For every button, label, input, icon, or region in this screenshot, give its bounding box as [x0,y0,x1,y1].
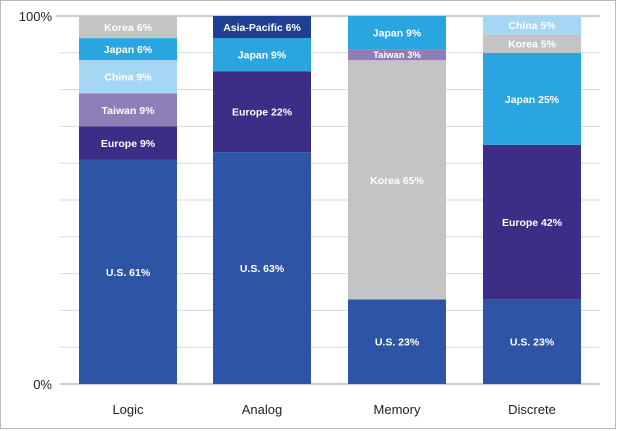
data-label: Europe 9% [101,138,156,150]
y-tick-label-top: 100% [19,9,53,24]
data-label: U.S. 61% [106,267,151,279]
bar-stack-logic: U.S. 61% Europe 9% Taiwan 9% China 9% Japan … [79,16,177,384]
bar-segment-taiwan [348,49,446,61]
data-label: Japan 9% [373,28,422,40]
x-tick-label-memory: Memory [374,402,421,417]
data-label: Korea 65% [370,175,424,187]
data-label: Korea 6% [104,22,153,34]
x-tick-label-analog: Analog [242,402,282,417]
data-label: U.S. 23% [510,337,555,349]
data-label: U.S. 63% [240,263,285,275]
data-label: Japan 9% [238,50,287,62]
bar-segment-japan [348,16,446,50]
x-tick-label-logic: Logic [112,402,144,417]
bar-segment-korea [79,16,177,39]
bar-segment-europe [79,126,177,160]
data-label: Japan 25% [505,94,560,106]
x-tick-label-discrete: Discrete [508,402,556,417]
bar-segment-japan [213,38,311,72]
bar-segment-taiwan [79,93,177,127]
bars: U.S. 61% Europe 9% Taiwan 9% China 9% Japan … [79,16,581,384]
data-label: Taiwan 9% [102,105,156,117]
bar-segment-u-s- [483,299,581,384]
bar-stack-discrete: U.S. 23% Europe 42% Japan 25% Korea 5% China… [483,16,581,384]
bar-segment-asia-pacific [213,16,311,39]
bar-segment-japan [79,38,177,61]
y-axis: 100% 0% [19,9,53,392]
data-label: U.S. 23% [375,337,420,349]
bar-segment-korea [483,34,581,53]
bar-segment-u-s- [213,152,311,384]
data-label: China 9% [104,72,152,84]
data-label: Japan 6% [104,44,153,56]
data-label: Europe 42% [502,217,563,229]
bar-segment-u-s- [348,299,446,384]
data-label: Korea 5% [508,39,557,51]
bar-stack-analog: U.S. 63% Europe 22% Japan 9% Asia-Pacific 6… [213,16,311,384]
x-axis: Logic Analog Memory Discrete [112,402,555,417]
bar-segment-china [79,60,177,94]
data-label: Taiwan 3% [373,50,421,61]
bar-segment-europe [483,144,581,300]
bar-segment-u-s- [79,159,177,384]
data-label: Asia-Pacific 6% [223,22,301,34]
bar-segment-europe [213,71,311,153]
data-label: China 5% [508,20,556,32]
y-tick-label-bottom: 0% [33,377,52,392]
bar-segment-japan [483,52,581,145]
bar-segment-china [483,16,581,35]
bar-segment-korea [348,60,446,300]
data-label: Europe 22% [232,107,293,119]
bar-stack-memory: U.S. 23% Korea 65% Taiwan 3% Japan 9% [348,16,446,384]
